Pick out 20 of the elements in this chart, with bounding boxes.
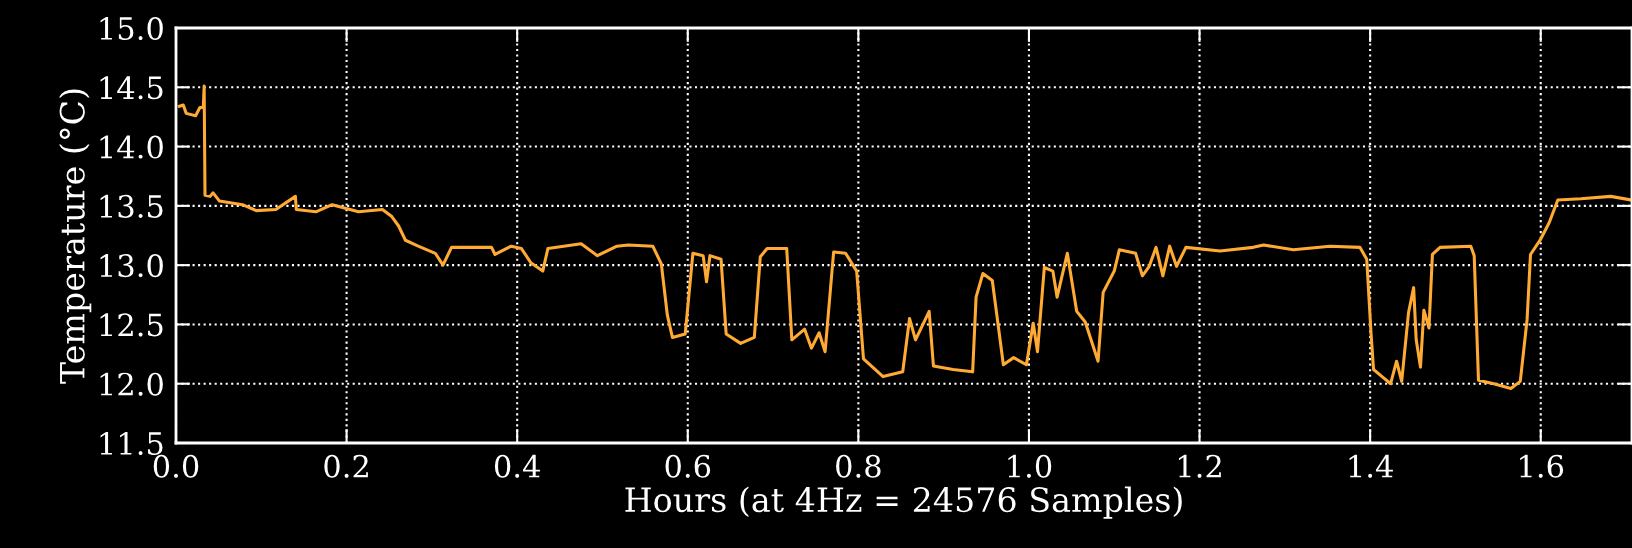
x-tick-label: 1.2: [1178, 454, 1221, 478]
x-tick-label: 0.4: [494, 454, 540, 478]
y-tick-label: 11.5: [100, 431, 163, 456]
x-tick-label: 0.0: [153, 454, 199, 478]
line-series: [177, 84, 1632, 390]
y-tick-label: 15.0: [100, 16, 163, 41]
x-tick-label: 0.6: [665, 454, 711, 478]
x-tick-label: 1.0: [1008, 454, 1052, 478]
y-tick-label: 13.0: [100, 254, 163, 278]
y-tick-label: 14.0: [100, 135, 163, 159]
y-axis-title: Temperature (°C): [59, 89, 92, 384]
x-tick-label: 0.8: [836, 454, 881, 478]
x-tick-label: 1.4: [1349, 454, 1393, 478]
y-tick-label: 12.0: [100, 372, 163, 396]
x-tick-label: 0.2: [324, 454, 368, 478]
y-tick-label: 13.5: [100, 194, 163, 218]
y-tick-label: 14.5: [100, 76, 163, 100]
x-axis-title: Hours (at 4Hz = 24576 Samples): [625, 486, 1182, 519]
y-tick-label: 12.5: [100, 313, 163, 337]
x-tick-label: 1.6: [1520, 454, 1564, 478]
